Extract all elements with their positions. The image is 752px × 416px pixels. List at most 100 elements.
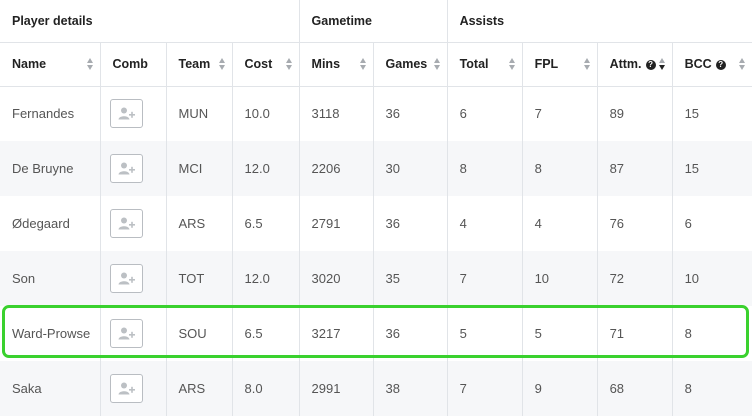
assists-attm: 71 (597, 306, 673, 361)
column-header-total[interactable]: Total (447, 42, 523, 87)
assists-fpl: 7 (522, 86, 598, 141)
cost: 6.5 (232, 196, 300, 251)
games: 36 (373, 306, 448, 361)
column-header-name[interactable]: Name (0, 42, 101, 87)
add-to-comparison-button[interactable] (109, 209, 143, 238)
comb-cell (100, 361, 167, 416)
sort-icon[interactable] (218, 58, 226, 70)
column-group-row: Player details Gametime Assists (0, 0, 752, 43)
assists-attm: 68 (597, 361, 673, 416)
comb-cell (100, 141, 167, 196)
team: ARS (166, 196, 233, 251)
mins: 2791 (299, 196, 374, 251)
column-header-label: BCC (684, 57, 712, 71)
column-header-bcc[interactable]: BCC? (672, 42, 752, 87)
team: MUN (166, 86, 233, 141)
column-header-cost[interactable]: Cost (232, 42, 300, 87)
add-to-comparison-button[interactable] (109, 99, 143, 129)
assists-fpl: 9 (522, 361, 598, 416)
cost: 6.5 (232, 306, 300, 361)
comb-cell (100, 306, 167, 361)
add-user-icon (118, 217, 135, 230)
cost: 12.0 (232, 251, 300, 306)
assists-fpl: 4 (522, 196, 598, 251)
help-icon[interactable]: ? (645, 59, 656, 70)
column-header-fpl[interactable]: FPL (522, 42, 598, 87)
sort-icon[interactable] (359, 58, 367, 70)
assists-total: 7 (447, 251, 523, 306)
assists-total: 7 (447, 361, 523, 416)
assists-bcc: 6 (684, 216, 692, 231)
add-user-icon (118, 327, 135, 340)
sort-descending-icon[interactable] (658, 58, 666, 70)
sort-icon[interactable] (285, 58, 293, 70)
table-row: Ward-Prowse SOU 6.5 3217 36 5 5 71 8 (0, 306, 752, 361)
player-name: Son (0, 251, 101, 306)
assists-bcc: 15 (684, 106, 700, 122)
column-header-attm[interactable]: Attm.? (597, 42, 673, 87)
column-header-games[interactable]: Games (373, 42, 448, 87)
assists-bcc: 10 (672, 251, 752, 306)
add-to-comparison-button[interactable] (109, 319, 143, 348)
comb-cell (100, 196, 167, 251)
team: SOU (166, 306, 233, 361)
player-name: De Bruyne (0, 141, 101, 196)
column-header-label: Mins (311, 57, 341, 71)
player-name: Saka (0, 361, 101, 416)
sort-icon[interactable] (86, 58, 94, 70)
add-user-icon (118, 162, 135, 175)
assists-bcc: 8 (672, 361, 752, 416)
add-user-icon (118, 272, 135, 285)
assists-total: 8 (447, 141, 523, 196)
column-header-label: Total (459, 57, 489, 71)
add-to-comparison-button[interactable] (109, 154, 143, 183)
team: ARS (166, 361, 233, 416)
column-header-row: Name Comb Team Cost Mins Games Total FPL… (0, 42, 752, 87)
table-row: Saka ARS 8.0 2991 38 7 9 68 8 (0, 361, 752, 416)
assists-fpl: 8 (522, 141, 598, 196)
assists-total: 5 (447, 306, 523, 361)
assists-total: 4 (447, 196, 523, 251)
team: MCI (166, 141, 233, 196)
games: 36 (373, 196, 448, 251)
assists-bcc: 15 (672, 141, 752, 196)
assists-bcc: 8 (684, 326, 692, 341)
sort-icon[interactable] (433, 58, 441, 70)
column-header-team[interactable]: Team (166, 42, 233, 87)
table-row: Son TOT 12.0 3020 35 7 10 72 10 (0, 251, 752, 306)
table-row: De Bruyne MCI 12.0 2206 30 8 8 87 15 (0, 141, 752, 196)
assists-attm: 76 (597, 196, 673, 251)
player-name: Fernandes (0, 86, 101, 141)
column-header-label: FPL (534, 57, 559, 71)
mins: 2991 (299, 361, 374, 416)
comb-cell (100, 251, 167, 306)
add-to-comparison-button[interactable] (109, 374, 143, 403)
column-header-comb: Comb (100, 42, 167, 87)
column-header-mins[interactable]: Mins (299, 42, 374, 87)
group-player-details: Player details (0, 0, 300, 43)
sort-icon[interactable] (583, 58, 591, 70)
games: 30 (373, 141, 448, 196)
column-header-label: Cost (244, 57, 273, 71)
column-header-label: Comb (112, 57, 148, 71)
sort-icon[interactable] (508, 58, 516, 70)
column-header-label: Games (385, 57, 428, 71)
mins: 2206 (299, 141, 374, 196)
help-icon[interactable]: ? (715, 59, 726, 70)
add-user-icon (118, 107, 135, 120)
assists-attm: 89 (597, 86, 673, 141)
games: 35 (373, 251, 448, 306)
cost: 10.0 (232, 86, 300, 141)
assists-fpl: 5 (522, 306, 598, 361)
sort-icon[interactable] (739, 58, 746, 70)
cost: 12.0 (232, 141, 300, 196)
add-user-icon (118, 382, 135, 395)
mins: 3217 (299, 306, 374, 361)
table-row: Fernandes MUN 10.0 3118 36 6 7 89 15 (0, 86, 752, 141)
add-to-comparison-button[interactable] (109, 264, 143, 293)
group-assists: Assists (447, 0, 752, 43)
assists-total: 6 (447, 86, 523, 141)
games: 36 (373, 86, 448, 141)
mins: 3020 (299, 251, 374, 306)
